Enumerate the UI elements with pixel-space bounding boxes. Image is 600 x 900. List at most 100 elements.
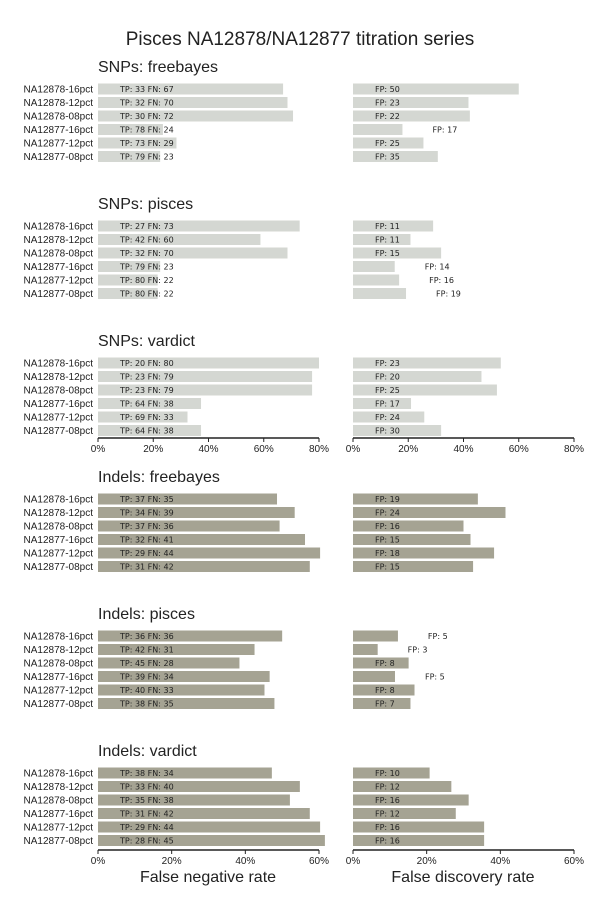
category-label: NA12877-16pct	[24, 262, 94, 273]
fnr-bar	[98, 411, 188, 423]
fnr-data-label: TP: 35 FN: 38	[119, 796, 174, 805]
fdr-bar	[353, 137, 424, 149]
fnr-data-label: TP: 73 FN: 29	[119, 139, 174, 148]
fnr-bar	[98, 684, 265, 696]
fnr-data-label: TP: 36 FN: 36	[119, 632, 174, 641]
fnr-data-label: TP: 42 FN: 60	[119, 236, 174, 245]
fnr-bar	[98, 561, 310, 572]
fnr-data-label: TP: 23 FN: 79	[119, 386, 174, 395]
category-label: NA12878-12pct	[24, 782, 94, 793]
panel: Indels: freebayes NA12878-16pct TP: 37 FN:…	[24, 469, 506, 573]
fdr-data-label: FP: 16	[375, 796, 400, 805]
fdr-data-label: FP: 12	[375, 810, 400, 819]
fnr-data-label: TP: 79 FN: 23	[119, 153, 174, 162]
fdr-data-label: FP: 22	[375, 112, 400, 121]
fdr-bar	[353, 507, 506, 518]
fnr-bar	[98, 644, 255, 655]
fdr-bar	[353, 384, 497, 396]
fnr-data-label: TP: 20 FN: 80	[119, 359, 174, 368]
fnr-bar	[98, 835, 325, 846]
category-label: NA12877-08pct	[24, 289, 94, 300]
tick-label: 60%	[254, 444, 274, 455]
panel: SNPs: vardict NA12878-16pct TP: 20 FN: 80 F…	[24, 333, 501, 437]
fnr-data-label: TP: 32 FN: 70	[119, 99, 174, 108]
fdr-bar	[353, 808, 456, 819]
fdr-data-label: FP: 5	[428, 632, 448, 641]
fnr-bar	[98, 671, 270, 682]
fnr-bar	[98, 261, 161, 272]
fdr-data-label: FP: 8	[375, 686, 395, 695]
fnr-bar	[98, 547, 321, 559]
fnr-bar	[98, 520, 280, 532]
fnr-data-label: TP: 32 FN: 41	[119, 536, 174, 545]
fnr-bar	[98, 630, 283, 642]
tick-label: 20%	[417, 856, 437, 867]
fdr-bar	[353, 124, 403, 135]
fdr-data-label: FP: 7	[375, 700, 395, 709]
category-label: NA12877-12pct	[24, 413, 94, 424]
fdr-data-label: FP: 18	[375, 549, 400, 558]
fdr-data-label: FP: 11	[375, 236, 400, 245]
fnr-bar	[98, 97, 288, 108]
fnr-data-label: TP: 79 FN: 23	[119, 263, 174, 272]
panel-title: SNPs: vardict	[98, 333, 195, 350]
panel-title: Indels: freebayes	[98, 469, 220, 486]
fnr-axis: 0% 20% 40% 60%	[91, 849, 329, 867]
fdr-bar	[353, 110, 470, 122]
panel-title: Indels: vardict	[98, 743, 197, 760]
fnr-bar	[98, 493, 278, 505]
fdr-data-label: FP: 16	[375, 522, 400, 531]
fnr-bar	[98, 247, 288, 259]
fnr-bar	[98, 137, 177, 149]
fnr-bar	[98, 767, 272, 779]
fdr-data-label: FP: 17	[375, 400, 400, 409]
category-label: NA12877-08pct	[24, 836, 94, 847]
fdr-data-label: FP: 16	[429, 276, 454, 285]
fdr-bar	[353, 698, 411, 709]
fdr-data-label: FP: 15	[375, 249, 400, 258]
category-label: NA12877-16pct	[24, 535, 94, 546]
fdr-data-label: FP: 17	[432, 126, 457, 135]
fnr-bar	[98, 781, 300, 792]
category-label: NA12877-16pct	[24, 125, 94, 136]
category-label: NA12878-08pct	[24, 386, 94, 397]
fdr-data-label: FP: 50	[375, 85, 400, 94]
fnr-data-label: TP: 80 FN: 22	[119, 276, 174, 285]
fnr-bar	[98, 274, 158, 286]
fdr-bar	[353, 398, 412, 409]
category-label: NA12878-16pct	[24, 769, 94, 780]
fdr-bar	[353, 781, 452, 792]
fnr-data-label: TP: 40 FN: 33	[119, 686, 174, 695]
fdr-data-label: FP: 8	[375, 659, 395, 668]
category-label: NA12878-08pct	[24, 796, 94, 807]
fnr-bar	[98, 124, 163, 135]
fdr-data-label: FP: 35	[375, 153, 400, 162]
category-label: NA12878-08pct	[24, 522, 94, 533]
fdr-bar	[353, 357, 501, 369]
fdr-data-label: FP: 11	[375, 222, 400, 231]
fdr-bar	[353, 274, 400, 286]
fnr-bar	[98, 384, 313, 396]
fnr-bar	[98, 220, 300, 232]
fdr-bar	[353, 794, 469, 806]
fnr-bar	[98, 821, 321, 833]
tick-label: 40%	[453, 444, 473, 455]
fnr-bar	[98, 288, 158, 299]
tick-label: 60%	[309, 856, 329, 867]
fdr-bar	[353, 83, 519, 95]
fdr-bar	[353, 821, 485, 833]
category-label: NA12878-16pct	[24, 495, 94, 506]
category-label: NA12878-12pct	[24, 645, 94, 656]
fnr-data-label: TP: 30 FN: 72	[119, 112, 174, 121]
fdr-bar	[353, 767, 430, 779]
fnr-data-label: TP: 80 FN: 22	[119, 290, 174, 299]
category-label: NA12877-08pct	[24, 426, 94, 437]
fdr-bar	[353, 261, 395, 272]
tick-label: 80%	[564, 444, 584, 455]
fdr-axis: 0% 20% 40% 60%	[346, 849, 584, 867]
fnr-bar	[98, 808, 310, 819]
fdr-data-label: FP: 30	[375, 427, 400, 436]
fnr-data-label: TP: 34 FN: 39	[119, 509, 174, 518]
fdr-bar	[353, 411, 425, 423]
